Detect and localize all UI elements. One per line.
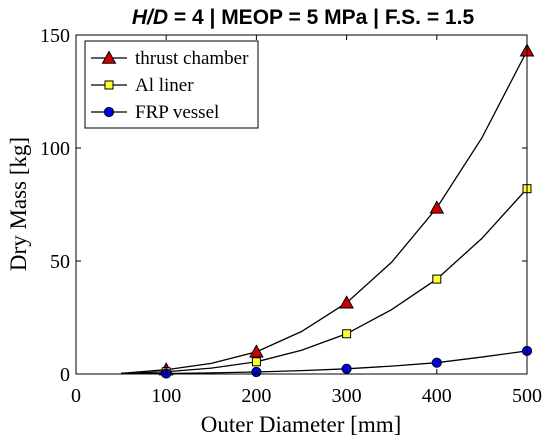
data-point-thrust-chamber xyxy=(249,344,264,358)
x-tick-label: 200 xyxy=(241,385,271,407)
legend-marker-frp-vessel xyxy=(103,106,115,118)
y-tick-label: 0 xyxy=(60,364,70,386)
x-tick-label: 100 xyxy=(151,385,181,407)
y-axis-label: Dry Mass [kg] xyxy=(6,137,31,271)
series-line-frp-vessel xyxy=(121,350,528,375)
data-point-al-liner xyxy=(432,274,442,284)
data-point-al-liner xyxy=(342,329,352,339)
chart-title-part: H/D xyxy=(132,6,168,29)
legend-marker-al-liner xyxy=(104,80,114,90)
series-line-thrust-chamber xyxy=(121,50,528,374)
data-point-frp-vessel xyxy=(431,357,442,368)
legend-label-al-liner: Al liner xyxy=(135,75,194,96)
legend-label-thrust-chamber: thrust chamber xyxy=(135,48,249,69)
x-axis-label: Outer Diameter [mm] xyxy=(201,412,402,437)
chart-title: H/D = 4 | MEOP = 5 MPa | F.S. = 1.5 xyxy=(132,6,475,29)
y-tick-label: 100 xyxy=(40,138,70,160)
chart-title-part: = 4 | MEOP = 5 MPa | F.S. = 1.5 xyxy=(168,6,474,29)
axes: 0 100 200 300 400 500 0 50 100 150 xyxy=(40,25,542,407)
y-tick-label: 50 xyxy=(50,251,70,273)
x-tick-label: 500 xyxy=(512,385,542,407)
x-tick-label: 400 xyxy=(422,385,452,407)
data-point-thrust-chamber xyxy=(429,200,445,214)
axes-box xyxy=(75,34,528,375)
data-point-thrust-chamber xyxy=(339,295,354,309)
legend: thrust chamber Al liner FRP vessel xyxy=(84,40,259,129)
legend-label-frp-vessel: FRP vessel xyxy=(135,102,219,123)
x-tick-label: 0 xyxy=(71,385,81,407)
x-tick-label: 300 xyxy=(332,385,362,407)
series-line-al-liner xyxy=(121,188,528,375)
y-tick-label: 150 xyxy=(40,25,70,47)
legend-marker-thrust-chamber xyxy=(101,50,117,64)
data-point-al-liner xyxy=(251,357,261,367)
